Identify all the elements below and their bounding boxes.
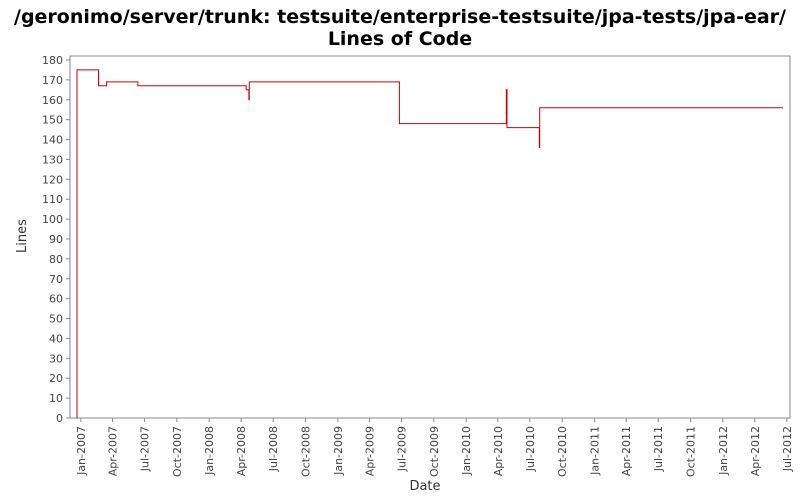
chart-title: /geronimo/server/trunk: testsuite/enterp… (14, 6, 786, 28)
x-axis-label: Date (409, 479, 440, 494)
y-tick-label: 160 (42, 94, 63, 107)
y-tick-label: 90 (49, 233, 63, 246)
x-tick-label: Apr-2009 (364, 426, 377, 476)
y-tick-label: 10 (49, 392, 63, 405)
x-tick-label: Oct-2007 (171, 426, 184, 477)
series-line (76, 69, 783, 419)
x-tick-label: Apr-2008 (235, 426, 248, 476)
x-tick-label: Jan-2012 (717, 426, 730, 476)
y-tick-label: 130 (42, 153, 63, 166)
x-tick-label: Oct-2008 (300, 426, 313, 477)
x-tick-label: Oct-2009 (428, 426, 441, 477)
x-tick-label: Jul-2007 (139, 426, 152, 472)
y-tick-label: 170 (42, 74, 63, 87)
y-tick-label: 120 (42, 173, 63, 186)
x-tick-label: Jul-2010 (524, 426, 537, 472)
x-tick-label: Oct-2011 (685, 426, 698, 477)
chart-subtitle: Lines of Code (327, 28, 473, 50)
x-tick-label: Jan-2011 (589, 426, 602, 476)
y-tick-label: 30 (49, 352, 63, 365)
x-tick-label: Jan-2009 (332, 426, 345, 476)
y-tick-label: 140 (42, 134, 63, 147)
x-tick-label: Jan-2008 (203, 426, 216, 476)
y-tick-label: 150 (42, 114, 63, 127)
plot-area (69, 55, 791, 419)
y-tick-label: 110 (42, 193, 63, 206)
x-tick-label: Apr-2011 (620, 426, 633, 476)
x-tick-label: Jul-2011 (652, 426, 665, 472)
x-tick-label: Jul-2008 (267, 426, 280, 472)
x-tick-label: Oct-2010 (556, 426, 569, 477)
x-tick-label: Apr-2012 (749, 426, 762, 476)
x-tick-label: Apr-2010 (492, 426, 505, 476)
x-tick-label: Jan-2010 (460, 426, 473, 476)
x-tick-label: Jul-2009 (396, 426, 409, 472)
y-tick-label: 80 (49, 253, 63, 266)
y-tick-label: 60 (49, 293, 63, 306)
y-tick-label: 180 (42, 54, 63, 67)
x-tick-label: Jul-2012 (781, 426, 794, 472)
y-tick-label: 50 (49, 313, 63, 326)
y-axis-label: Lines (15, 219, 30, 253)
y-tick-label: 70 (49, 273, 63, 286)
y-tick-label: 0 (56, 412, 63, 425)
x-tick-label: Jan-2007 (75, 426, 88, 476)
y-tick-label: 40 (49, 332, 63, 345)
x-tick-label: Apr-2007 (107, 426, 120, 476)
y-tick-label: 20 (49, 372, 63, 385)
y-tick-label: 100 (42, 213, 63, 226)
